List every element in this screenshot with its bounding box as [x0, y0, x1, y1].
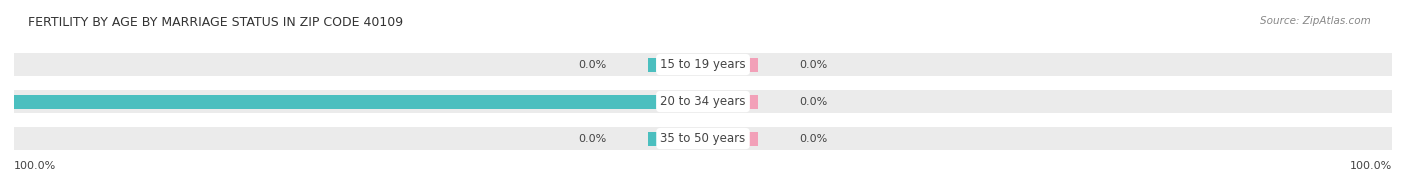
- Text: FERTILITY BY AGE BY MARRIAGE STATUS IN ZIP CODE 40109: FERTILITY BY AGE BY MARRIAGE STATUS IN Z…: [28, 16, 404, 29]
- Text: 15 to 19 years: 15 to 19 years: [661, 58, 745, 71]
- Text: 100.0%: 100.0%: [14, 161, 56, 171]
- Text: 20 to 34 years: 20 to 34 years: [661, 95, 745, 108]
- Text: 0.0%: 0.0%: [800, 97, 828, 107]
- Bar: [14, 94, 703, 109]
- Text: 0.0%: 0.0%: [578, 60, 606, 70]
- Text: Source: ZipAtlas.com: Source: ZipAtlas.com: [1260, 16, 1371, 26]
- Text: 100.0%: 100.0%: [1350, 161, 1392, 171]
- Bar: [14, 127, 1392, 150]
- Bar: [14, 53, 1392, 76]
- Bar: [703, 132, 758, 146]
- Text: 0.0%: 0.0%: [578, 133, 606, 143]
- Bar: [703, 58, 758, 72]
- Text: 35 to 50 years: 35 to 50 years: [661, 132, 745, 145]
- Bar: [703, 94, 758, 109]
- Text: 0.0%: 0.0%: [800, 60, 828, 70]
- Bar: [14, 90, 1392, 113]
- Text: 0.0%: 0.0%: [800, 133, 828, 143]
- Bar: [648, 58, 703, 72]
- Bar: [648, 132, 703, 146]
